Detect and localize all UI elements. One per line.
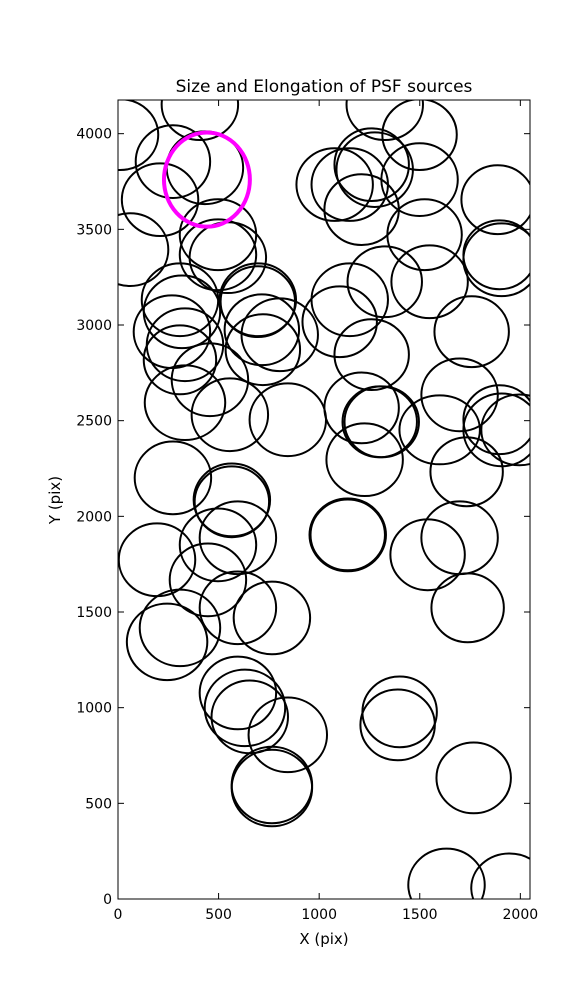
psf-ellipse	[462, 384, 530, 456]
psf-ellipse	[361, 675, 438, 749]
chart-title: Size and Elongation of PSF sources	[176, 77, 473, 97]
psf-ellipse	[224, 313, 302, 387]
psf-ellipse	[462, 392, 530, 468]
x-tick-label: 1000	[301, 907, 337, 923]
psf-ellipse	[230, 748, 314, 828]
psf-ellipse	[198, 500, 278, 576]
psf-ellipse	[143, 364, 227, 441]
psf-ellipse	[295, 147, 374, 222]
psf-ellipse	[407, 847, 486, 899]
psf-ellipse	[386, 198, 463, 272]
x-axis-label: X (pix)	[299, 930, 348, 948]
psf-ellipse	[460, 164, 530, 236]
psf-ellipse	[232, 580, 312, 656]
psf-ellipse	[160, 100, 240, 141]
psf-ellipse	[120, 162, 200, 238]
psf-ellipse	[343, 385, 420, 459]
psf-ellipse	[118, 100, 160, 172]
x-tick-label: 0	[114, 907, 123, 923]
psf-ellipse	[429, 436, 504, 508]
psf-ellipse	[389, 518, 466, 592]
psf-ellipse	[333, 318, 410, 392]
psf-ellipse	[203, 668, 287, 748]
psf-ellipse	[190, 377, 270, 453]
psf-ellipse	[381, 100, 458, 172]
psf-ellipse	[198, 655, 278, 731]
y-tick-label: 1500	[76, 605, 112, 621]
psf-ellipse	[218, 262, 298, 338]
psf-ellipse	[430, 572, 505, 644]
y-tick-label: 2500	[76, 414, 112, 430]
psf-ellipse	[310, 147, 389, 222]
psf-ellipse	[398, 394, 481, 466]
y-tick-label: 1000	[76, 701, 112, 717]
psf-ellipse	[359, 688, 436, 762]
psf-ellipse	[170, 342, 250, 418]
psf-ellipse	[142, 274, 222, 350]
psf-ellipse	[480, 393, 530, 467]
y-tick-label: 3000	[76, 318, 112, 334]
psf-ellipse	[125, 602, 209, 682]
y-tick-label: 3500	[76, 222, 112, 238]
y-tick-label: 4000	[76, 127, 112, 143]
psf-ellipse	[346, 245, 423, 319]
psf-ellipse	[325, 422, 404, 498]
psf-ellipse	[341, 385, 418, 459]
psf-ellipse	[247, 696, 329, 774]
psf-ellipse	[433, 295, 510, 369]
psf-ellipse	[470, 852, 530, 899]
psf-ellipse	[420, 357, 499, 433]
psf-ellipse	[133, 440, 213, 516]
psf-ellipse	[168, 542, 248, 618]
y-tick-label: 2000	[76, 509, 112, 525]
psf-ellipse	[188, 221, 268, 295]
x-tick-label: 500	[205, 907, 232, 923]
psf-ellipse	[178, 218, 258, 292]
psf-ellipse	[193, 465, 271, 539]
psf-ellipse	[380, 142, 459, 217]
x-tick-label: 1500	[402, 907, 438, 923]
psf-ellipse	[230, 745, 314, 825]
psf-ellipse	[134, 124, 212, 199]
psf-ellipse	[248, 382, 328, 458]
plot-frame	[117, 99, 531, 900]
psf-ellipse	[390, 244, 469, 320]
x-tick-label: 2000	[503, 907, 539, 923]
psf-ellipse	[142, 324, 218, 396]
psf-ellipse	[178, 507, 258, 583]
psf-ellipse	[323, 371, 400, 445]
psf-ellipse	[462, 222, 530, 298]
plot-area	[118, 100, 530, 899]
psf-ellipse	[435, 741, 512, 815]
psf-ellipse	[333, 127, 410, 203]
psf-ellipse	[138, 588, 222, 668]
psf-ellipse	[309, 498, 386, 572]
psf-ellipse	[161, 130, 252, 229]
psf-ellipse	[198, 570, 278, 646]
psf-ellipse	[178, 198, 258, 272]
psf-ellipse	[223, 293, 301, 367]
y-axis-label: Y (pix)	[46, 476, 64, 525]
psf-ellipse	[301, 285, 378, 359]
psf-ellipse	[345, 100, 424, 141]
psf-ellipse	[240, 297, 319, 373]
psf-ellipse	[335, 131, 414, 208]
psf-ellipse	[118, 212, 170, 287]
y-tick-label: 500	[85, 796, 112, 812]
y-tick-label: 0	[103, 892, 112, 908]
